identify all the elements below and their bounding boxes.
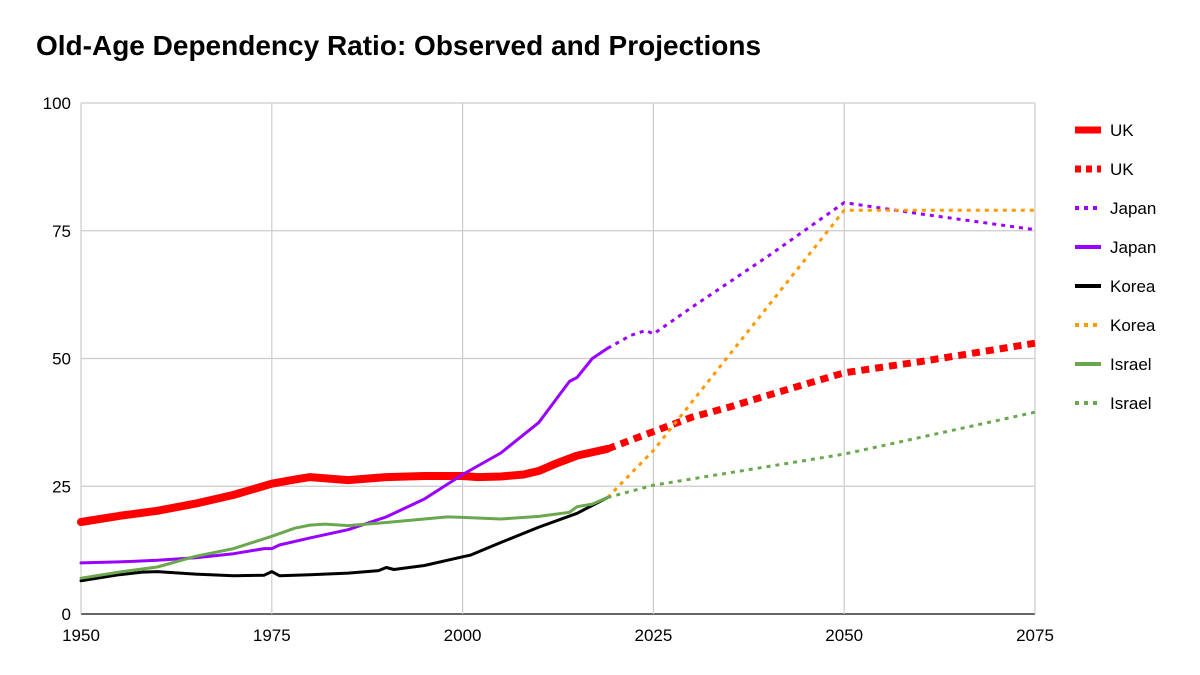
y-tick-label: 100 (43, 94, 71, 113)
x-tick-label: 2025 (634, 626, 672, 645)
legend-label-uk: UK (1110, 160, 1134, 179)
grid (80, 102, 1036, 615)
x-tick-label: 2075 (1016, 626, 1054, 645)
y-tick-label: 0 (62, 605, 71, 624)
x-tick-label: 1975 (253, 626, 291, 645)
y-tick-label: 50 (52, 350, 71, 369)
legend-label-uk: UK (1110, 121, 1134, 140)
legend-label-korea: Korea (1110, 316, 1156, 335)
legend-label-israel: Israel (1110, 394, 1152, 413)
x-tick-label: 2050 (825, 626, 863, 645)
x-tick-label: 1950 (62, 626, 100, 645)
series-line-japan-dotted (606, 201, 1036, 350)
y-tick-label: 25 (52, 477, 71, 496)
legend: UK UK Japan Japan Korea Korea Israel Israel (1075, 121, 1156, 413)
legend-label-korea: Korea (1110, 277, 1156, 296)
series-line-korea-solid (79, 496, 610, 583)
legend-label-japan: Japan (1110, 199, 1156, 218)
series-line-korea-dotted (606, 208, 1035, 499)
y-axis-ticks: 0 25 50 75 100 (43, 94, 71, 624)
series-lines (77, 201, 1036, 583)
series-line-uk-solid (77, 444, 612, 526)
x-tick-label: 2000 (444, 626, 482, 645)
series-line-uk-dotted (606, 339, 1036, 453)
x-axis-ticks: 1950 1975 2000 2025 2050 2075 (62, 626, 1054, 645)
chart-title: Old-Age Dependency Ratio: Observed and P… (36, 30, 762, 61)
legend-label-japan: Japan (1110, 238, 1156, 257)
series-line-israel-dotted (607, 410, 1036, 499)
y-tick-label: 75 (52, 222, 71, 241)
series-line-israel-solid (79, 496, 610, 580)
legend-label-israel: Israel (1110, 355, 1152, 374)
